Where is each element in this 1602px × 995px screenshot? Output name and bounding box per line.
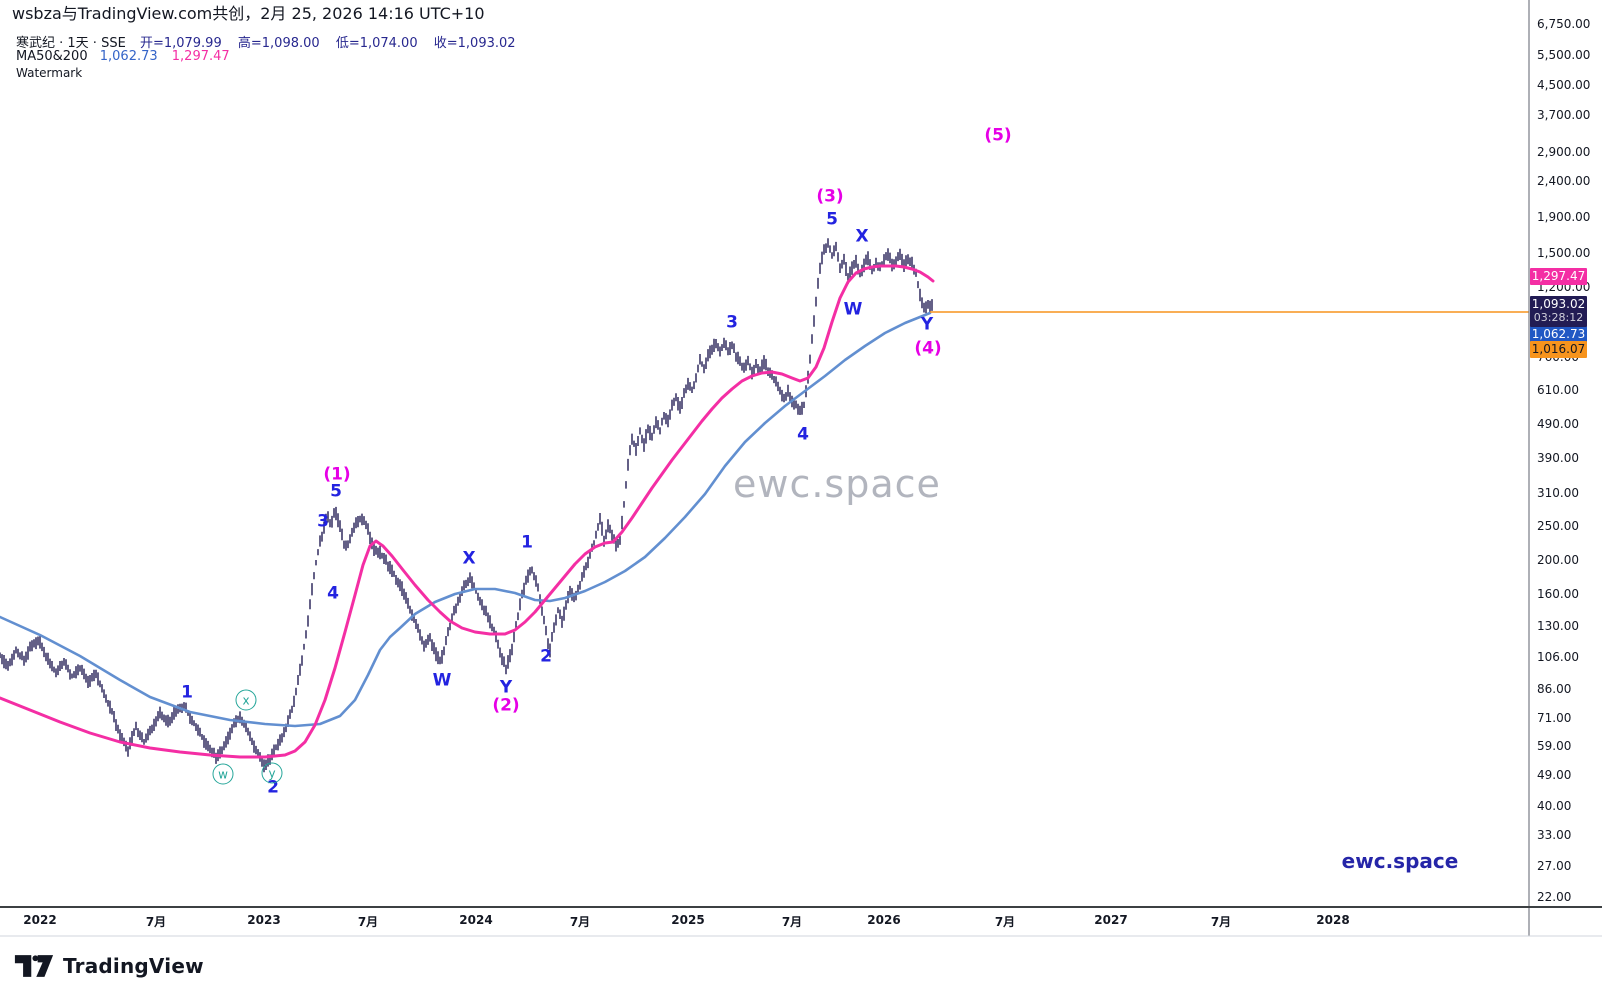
- wave-label-w[interactable]: W: [432, 670, 452, 691]
- ewc-space-link: ewc.space: [1341, 849, 1459, 873]
- bar-countdown: 03:28:12: [1533, 311, 1584, 324]
- tradingview-logo-text: TradingView: [63, 954, 204, 978]
- wave-label-4[interactable]: 4: [327, 583, 339, 604]
- price-tick-label: 2,400.00: [1537, 174, 1591, 188]
- wave-label-w[interactable]: W: [843, 299, 863, 320]
- wave-label-x[interactable]: X: [462, 548, 476, 569]
- tradingview-logo-icon: [14, 955, 54, 977]
- symbol-legend-row: 寒武纪 · 1天 · SSE 开=1,079.99 高=1,098.00 低=1…: [16, 32, 528, 51]
- time-tick-label: 2023: [247, 913, 281, 927]
- wave-label-1[interactable]: 1: [521, 532, 533, 553]
- wave-label-4[interactable]: 4: [797, 424, 809, 445]
- price-tick-label: 49.00: [1537, 768, 1572, 782]
- wave-degree-label-3[interactable]: (3): [816, 186, 844, 207]
- price-tick-label: 3,700.00: [1537, 108, 1591, 122]
- wave-label-2[interactable]: 2: [540, 646, 552, 667]
- price-tick-label: 1,900.00: [1537, 210, 1591, 224]
- ma50-line[interactable]: [0, 264, 935, 759]
- ohlc-high: 高=1,098.00: [237, 36, 320, 51]
- price-tick-label: 40.00: [1537, 799, 1572, 813]
- time-tick-label: 7月: [569, 915, 591, 929]
- ma200-line[interactable]: [0, 311, 932, 728]
- time-tick-label: 2026: [867, 913, 901, 927]
- wave-circled-label-w[interactable]: w: [212, 763, 234, 785]
- ohlc-low: 低=1,074.00: [335, 36, 418, 51]
- wave-circled-label-y[interactable]: y: [261, 762, 283, 784]
- time-tick-label: 2024: [459, 913, 493, 927]
- watermark-setting-label: Watermark: [16, 66, 83, 80]
- wave-label-5[interactable]: 5: [826, 209, 838, 230]
- wave-label-2[interactable]: 2: [267, 777, 279, 798]
- wave-degree-label-5[interactable]: (5): [984, 125, 1012, 146]
- price-tick-label: 71.00: [1537, 711, 1572, 725]
- price-tick-label: 160.00: [1537, 587, 1579, 601]
- time-tick-label: 2028: [1316, 913, 1350, 927]
- wave-label-5[interactable]: 5: [330, 481, 342, 502]
- price-tick-label: 22.00: [1537, 890, 1572, 904]
- tradingview-logo[interactable]: TradingView: [14, 952, 204, 980]
- chart-attribution: wsbza与TradingView.com共创，2月 25, 2026 14:1…: [12, 4, 485, 23]
- price-tick-label: 250.00: [1537, 519, 1579, 533]
- last-price-value: 1,093.02: [1531, 297, 1586, 311]
- price-tick-label: 390.00: [1537, 451, 1579, 465]
- price-tick-label: 130.00: [1537, 619, 1579, 633]
- wave-circled-label-x[interactable]: x: [235, 689, 257, 711]
- time-tick-label: 7月: [357, 915, 379, 929]
- price-tick-label: 6,750.00: [1537, 17, 1591, 31]
- price-tick-label: 106.00: [1537, 650, 1579, 664]
- price-tick-label: 86.00: [1537, 682, 1572, 696]
- symbol-title[interactable]: 寒武纪 · 1天 · SSE: [16, 36, 126, 51]
- price-axis-badge: 1,062.73: [1530, 326, 1587, 343]
- wave-label-y[interactable]: Y: [499, 677, 513, 698]
- time-tick-label: 2027: [1094, 913, 1128, 927]
- ma-blue-value: 1,062.73: [99, 49, 158, 64]
- price-axis-badge: 1,297.47: [1530, 268, 1587, 285]
- time-tick-label: 7月: [994, 915, 1016, 929]
- center-watermark-text: ewc.space: [733, 462, 941, 506]
- ohlc-open: 开=1,079.99: [139, 36, 222, 51]
- candlestick-series: [0, 238, 933, 773]
- wave-degree-label-1[interactable]: (1): [323, 464, 351, 485]
- price-tick-label: 1,500.00: [1537, 246, 1591, 260]
- wave-label-3[interactable]: 3: [726, 312, 738, 333]
- time-tick-label: 7月: [145, 915, 167, 929]
- time-tick-label: 7月: [781, 915, 803, 929]
- price-tick-label: 33.00: [1537, 828, 1572, 842]
- ma-indicator-title[interactable]: MA50&200: [16, 49, 88, 64]
- wave-degree-label-4[interactable]: (4): [914, 338, 942, 359]
- ma-legend-row: MA50&200 1,062.73 1,297.47: [16, 49, 230, 64]
- wave-label-3[interactable]: 3: [317, 511, 329, 532]
- price-tick-label: 27.00: [1537, 859, 1572, 873]
- price-tick-label: 2,900.00: [1537, 145, 1591, 159]
- price-tick-label: 59.00: [1537, 739, 1572, 753]
- wave-label-1[interactable]: 1: [181, 682, 193, 703]
- last-price-badge: 1,093.02 03:28:12: [1530, 296, 1587, 327]
- time-tick-label: 2022: [23, 913, 57, 927]
- price-tick-label: 200.00: [1537, 553, 1579, 567]
- price-tick-label: 610.00: [1537, 383, 1579, 397]
- price-axis-badge: 1,016.07: [1530, 341, 1587, 358]
- time-tick-label: 2025: [671, 913, 705, 927]
- price-tick-label: 5,500.00: [1537, 48, 1591, 62]
- wave-label-y[interactable]: Y: [920, 314, 934, 335]
- price-tick-label: 310.00: [1537, 486, 1579, 500]
- wave-degree-label-2[interactable]: (2): [492, 695, 520, 716]
- ohlc-close: 收=1,093.02: [433, 36, 516, 51]
- ma-pink-value: 1,297.47: [171, 49, 230, 64]
- price-tick-label: 4,500.00: [1537, 78, 1591, 92]
- wave-label-x[interactable]: X: [855, 226, 869, 247]
- price-tick-label: 490.00: [1537, 417, 1579, 431]
- time-tick-label: 7月: [1210, 915, 1232, 929]
